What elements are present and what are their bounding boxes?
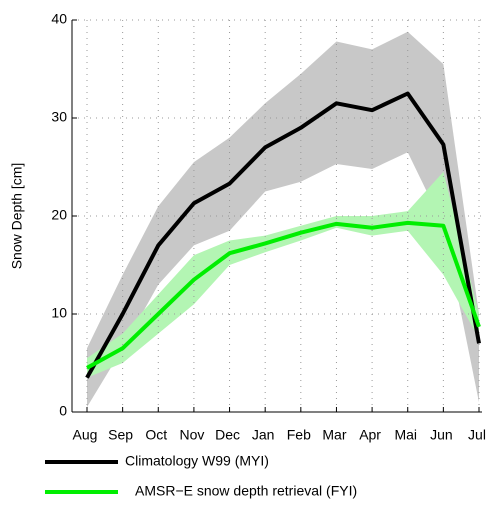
x-tick-label: Aug — [73, 427, 98, 443]
x-tick-label: Oct — [145, 427, 167, 443]
range-band — [87, 31, 479, 408]
x-tick-label: Sep — [108, 427, 133, 443]
y-tick-label: 30 — [51, 109, 67, 125]
range-band — [87, 171, 479, 378]
series-line — [86, 220, 481, 370]
x-tick-label: Nov — [179, 427, 204, 443]
x-tick-label: Apr — [359, 427, 381, 443]
bands — [87, 31, 479, 408]
x-tick-label: Feb — [287, 427, 311, 443]
y-tick-label: 10 — [51, 305, 67, 321]
x-tick-label: Dec — [215, 427, 240, 443]
x-tick-label: Mar — [322, 427, 346, 443]
y-tick-label: 20 — [51, 207, 67, 223]
x-tick-label: Mai — [394, 427, 417, 443]
y-tick-label: 0 — [59, 403, 67, 419]
legend-label: AMSR−E snow depth retrieval (FYI) — [135, 483, 357, 499]
x-tick-label: Jan — [252, 427, 275, 443]
series-line — [85, 91, 481, 379]
x-tick-label: Jun — [430, 427, 453, 443]
y-tick-label: 40 — [51, 11, 67, 27]
axes: 0 10 20 30 40 Aug Sep Oct Nov Dec Jan Feb Mar Apr Mai J… — [51, 11, 486, 443]
lines — [85, 91, 481, 379]
y-axis-label: Snow Depth [cm] — [9, 163, 25, 270]
legend: Climatology W99 (MYI) AMSR−E snow depth r… — [45, 453, 357, 499]
legend-label: Climatology W99 (MYI) — [125, 453, 269, 469]
x-tick-label: Jul — [468, 427, 486, 443]
